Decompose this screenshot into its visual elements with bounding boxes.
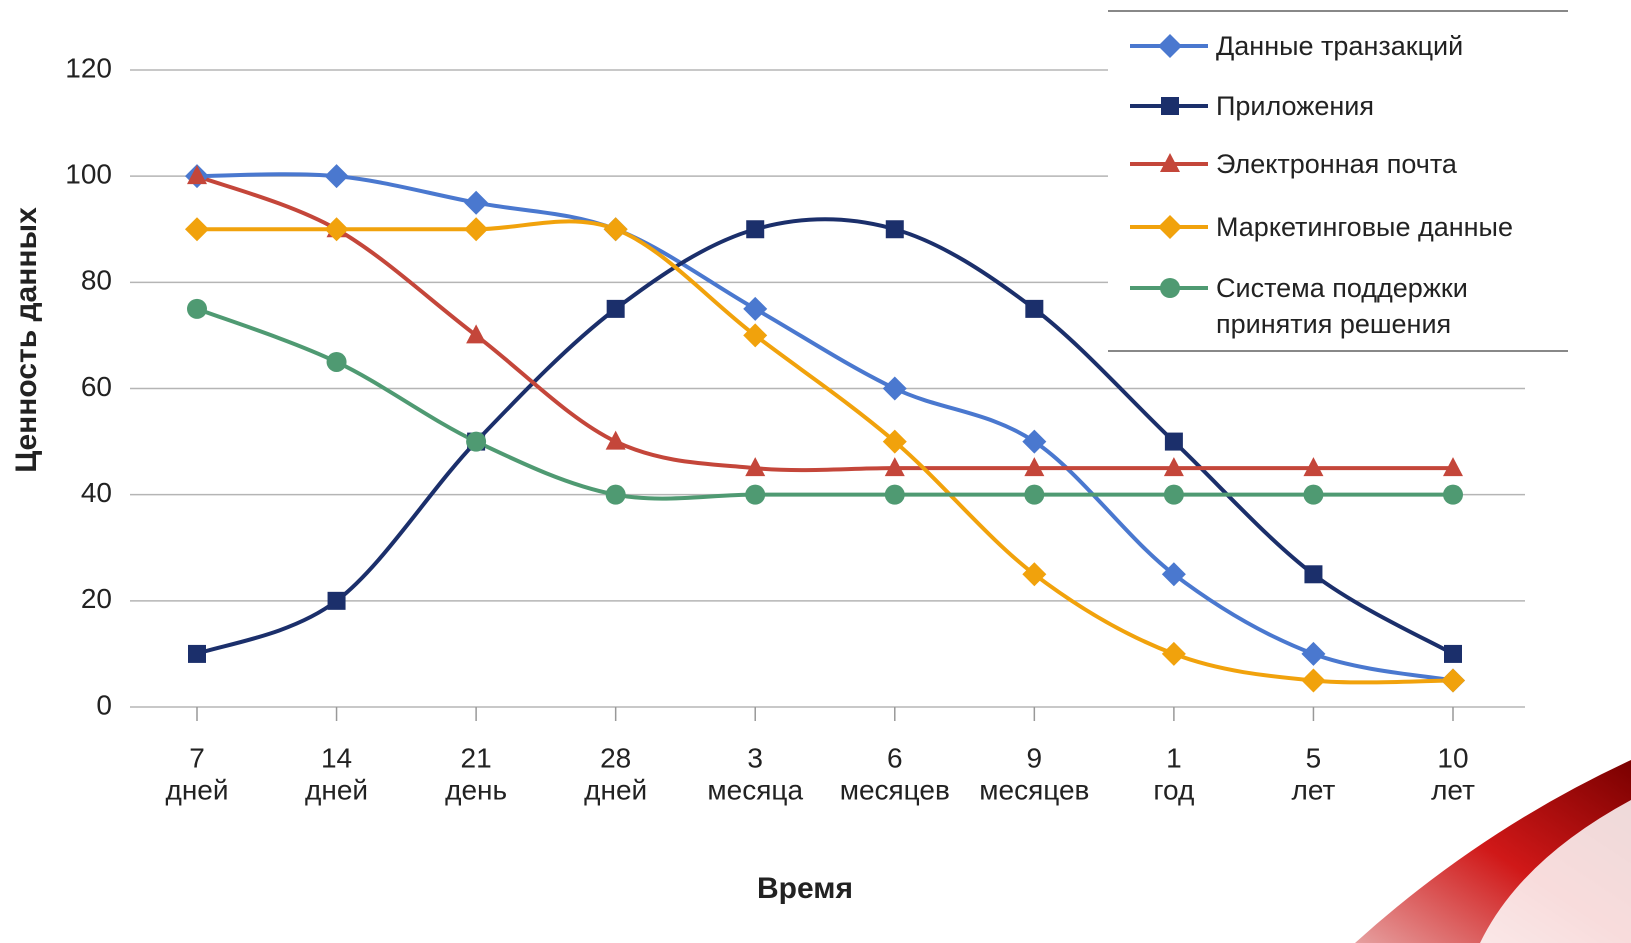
marker [325,217,349,241]
marker [1303,485,1323,505]
legend-item: Электронная почта [1108,146,1556,182]
x-tick-label: 7 [189,742,205,773]
marker [1024,485,1044,505]
marker [466,432,486,452]
marker [883,377,907,401]
x-tick-label: лет [1292,774,1336,805]
marker [1304,565,1322,583]
x-tick-label: 3 [747,742,763,773]
legend-item: Система поддержки принятия решения [1108,270,1556,342]
x-tick-label: месяцев [979,774,1089,805]
x-tick-label: 10 [1437,742,1468,773]
marker [466,324,486,343]
marker [464,191,488,215]
x-tick-label: лет [1431,774,1475,805]
y-tick-label: 80 [81,265,112,296]
marker [185,217,209,241]
legend-label: Электронная почта [1216,146,1556,182]
x-tick-label: 9 [1027,742,1043,773]
x-tick-label: 28 [600,742,631,773]
marker [1443,485,1463,505]
legend-item: Данные транзакций [1108,28,1556,64]
x-tick-label: месяцев [840,774,950,805]
marker [1164,485,1184,505]
x-tick-label: дней [584,774,647,805]
marker [604,217,628,241]
marker [1161,97,1179,115]
x-tick-label: дней [165,774,228,805]
x-tick-label: 1 [1166,742,1182,773]
y-tick-label: 100 [65,159,112,190]
x-tick-label: день [445,774,507,805]
x-tick-label: 21 [461,742,492,773]
x-tick-label: год [1153,774,1194,805]
marker [743,297,767,321]
marker [1162,642,1186,666]
marker [746,220,764,238]
marker [1441,668,1465,692]
legend-item: Приложения [1108,88,1556,124]
marker [328,592,346,610]
x-tick-label: месяца [707,774,803,805]
marker [745,485,765,505]
legend-icon [1108,88,1208,124]
marker [885,485,905,505]
x-axis-title: Время [757,872,853,905]
marker [327,352,347,372]
marker [1444,645,1462,663]
marker [187,299,207,319]
y-tick-label: 0 [96,689,112,720]
marker [606,485,626,505]
marker [886,220,904,238]
page: Время Ценность данных 0204060801001207дн… [0,0,1631,943]
legend-icon [1108,146,1208,182]
legend-item: Маркетинговые данные [1108,209,1556,245]
legend-label: Приложения [1216,88,1556,124]
legend-label: Система поддержки принятия решения [1216,270,1556,342]
marker [188,645,206,663]
y-tick-label: 60 [81,371,112,402]
legend: Данные транзакций Приложения Электронная п… [1108,10,1568,352]
marker [1158,34,1182,58]
x-tick-label: дней [305,774,368,805]
marker [464,217,488,241]
legend-label: Маркетинговые данные [1216,209,1556,245]
y-tick-label: 120 [65,52,112,83]
x-tick-label: 14 [321,742,352,773]
marker [1301,668,1325,692]
legend-icon [1108,28,1208,64]
marker [1160,278,1180,298]
legend-icon [1108,270,1208,306]
x-tick-label: 6 [887,742,903,773]
marker [325,164,349,188]
legend-label: Данные транзакций [1216,28,1556,64]
marker [607,300,625,318]
marker [1165,433,1183,451]
x-tick-label: 5 [1306,742,1322,773]
y-axis-title: Ценность данных [10,207,43,473]
y-tick-label: 40 [81,477,112,508]
marker [1025,300,1043,318]
legend-icon [1108,209,1208,245]
marker [1301,642,1325,666]
marker [1158,215,1182,239]
y-tick-label: 20 [81,583,112,614]
